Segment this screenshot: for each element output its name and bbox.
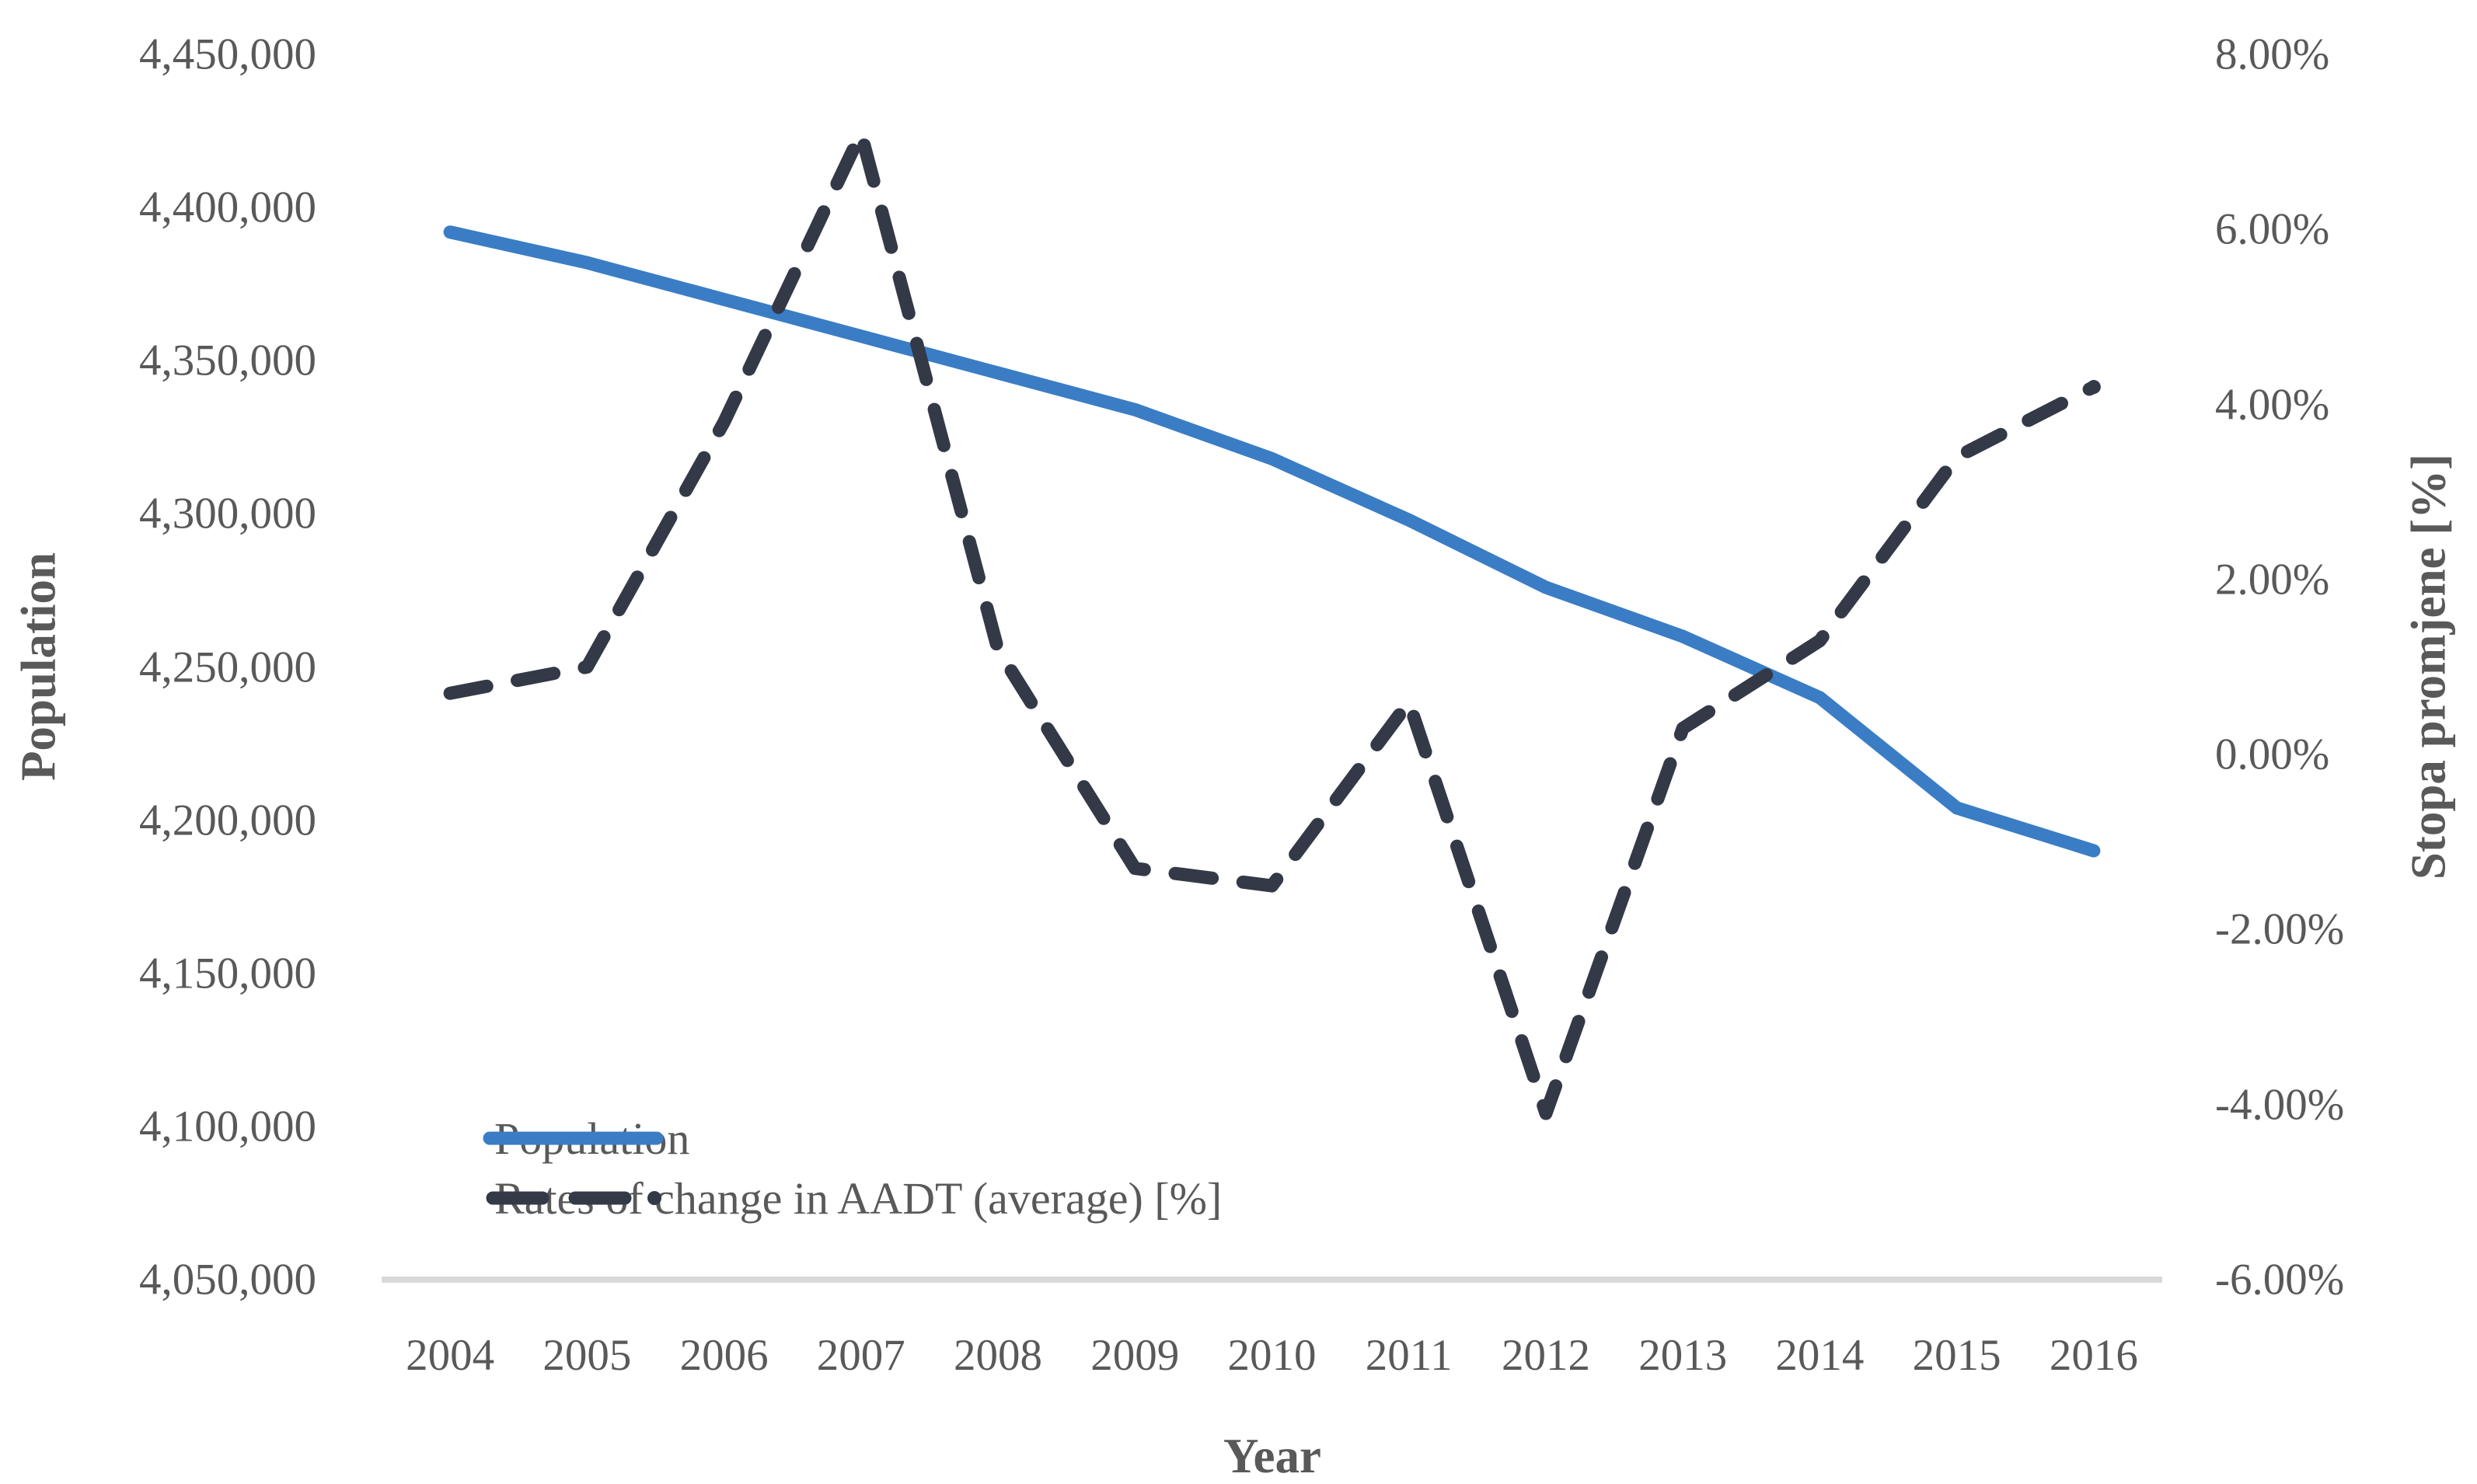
left-axis-tick-4250000: 4,250,000: [139, 643, 316, 691]
right-axis-tick--2.00%: -2.00%: [2215, 904, 2345, 954]
x-axis-tick-2013: 2013: [1638, 1331, 1728, 1380]
left-axis-tick-4450000: 4,450,000: [139, 30, 316, 79]
right-axis-tick-6.00%: 6.00%: [2215, 204, 2330, 254]
x-axis-tick-2014: 2014: [1775, 1331, 1865, 1380]
left-axis-tick-4200000: 4,200,000: [139, 796, 316, 845]
right-axis-tick--6.00%: -6.00%: [2215, 1255, 2345, 1305]
right-axis-tick-2.00%: 2.00%: [2215, 555, 2330, 604]
left-axis-tick-4100000: 4,100,000: [139, 1102, 316, 1151]
left-axis-tick-4150000: 4,150,000: [139, 949, 316, 998]
aadt-rate-line-end-dot: [2086, 380, 2101, 395]
x-axis-tick-2016: 2016: [2049, 1331, 2138, 1380]
aadt-rate-line: [443, 126, 2101, 1120]
x-axis-tick-2011: 2011: [1365, 1331, 1453, 1380]
x-axis-tick-2007: 2007: [816, 1331, 905, 1380]
x-axis-tick-2004: 2004: [406, 1331, 495, 1380]
aadt-rate-line-swatch: [486, 1191, 661, 1205]
right-axis-tick-4.00%: 4.00%: [2215, 380, 2330, 430]
x-axis-tick-2008: 2008: [954, 1331, 1043, 1380]
right-axis-tick--4.00%: -4.00%: [2215, 1080, 2345, 1130]
x-axis-tick-2012: 2012: [1501, 1331, 1590, 1380]
population-line: [443, 225, 2101, 858]
legend-item-aadt-rate: Rates of change in AADT (average) [%]: [482, 1173, 1222, 1224]
left-axis-tick-4350000: 4,350,000: [139, 336, 316, 385]
x-axis-tick-2005: 2005: [542, 1331, 632, 1380]
left-axis-tick-4050000: 4,050,000: [139, 1255, 316, 1305]
x-axis-tick-2010: 2010: [1227, 1331, 1317, 1380]
right-axis-tick-8.00%: 8.00%: [2215, 30, 2330, 79]
right-axis-title: Stopa promjene [%]: [2401, 453, 2456, 880]
x-axis-tick-2015: 2015: [1912, 1331, 2001, 1380]
left-axis-tick-4400000: 4,400,000: [139, 183, 316, 232]
x-axis-title: Year: [1223, 1429, 1321, 1483]
x-axis-tick-2009: 2009: [1090, 1331, 1180, 1380]
population-line-swatch: [483, 1131, 664, 1145]
left-axis-title: Population: [11, 552, 66, 782]
x-axis-tick-2006: 2006: [679, 1331, 769, 1380]
left-axis-tick-4300000: 4,300,000: [139, 489, 316, 538]
legend-item-population: Population: [482, 1113, 689, 1164]
right-axis-tick-0.00%: 0.00%: [2215, 730, 2330, 779]
